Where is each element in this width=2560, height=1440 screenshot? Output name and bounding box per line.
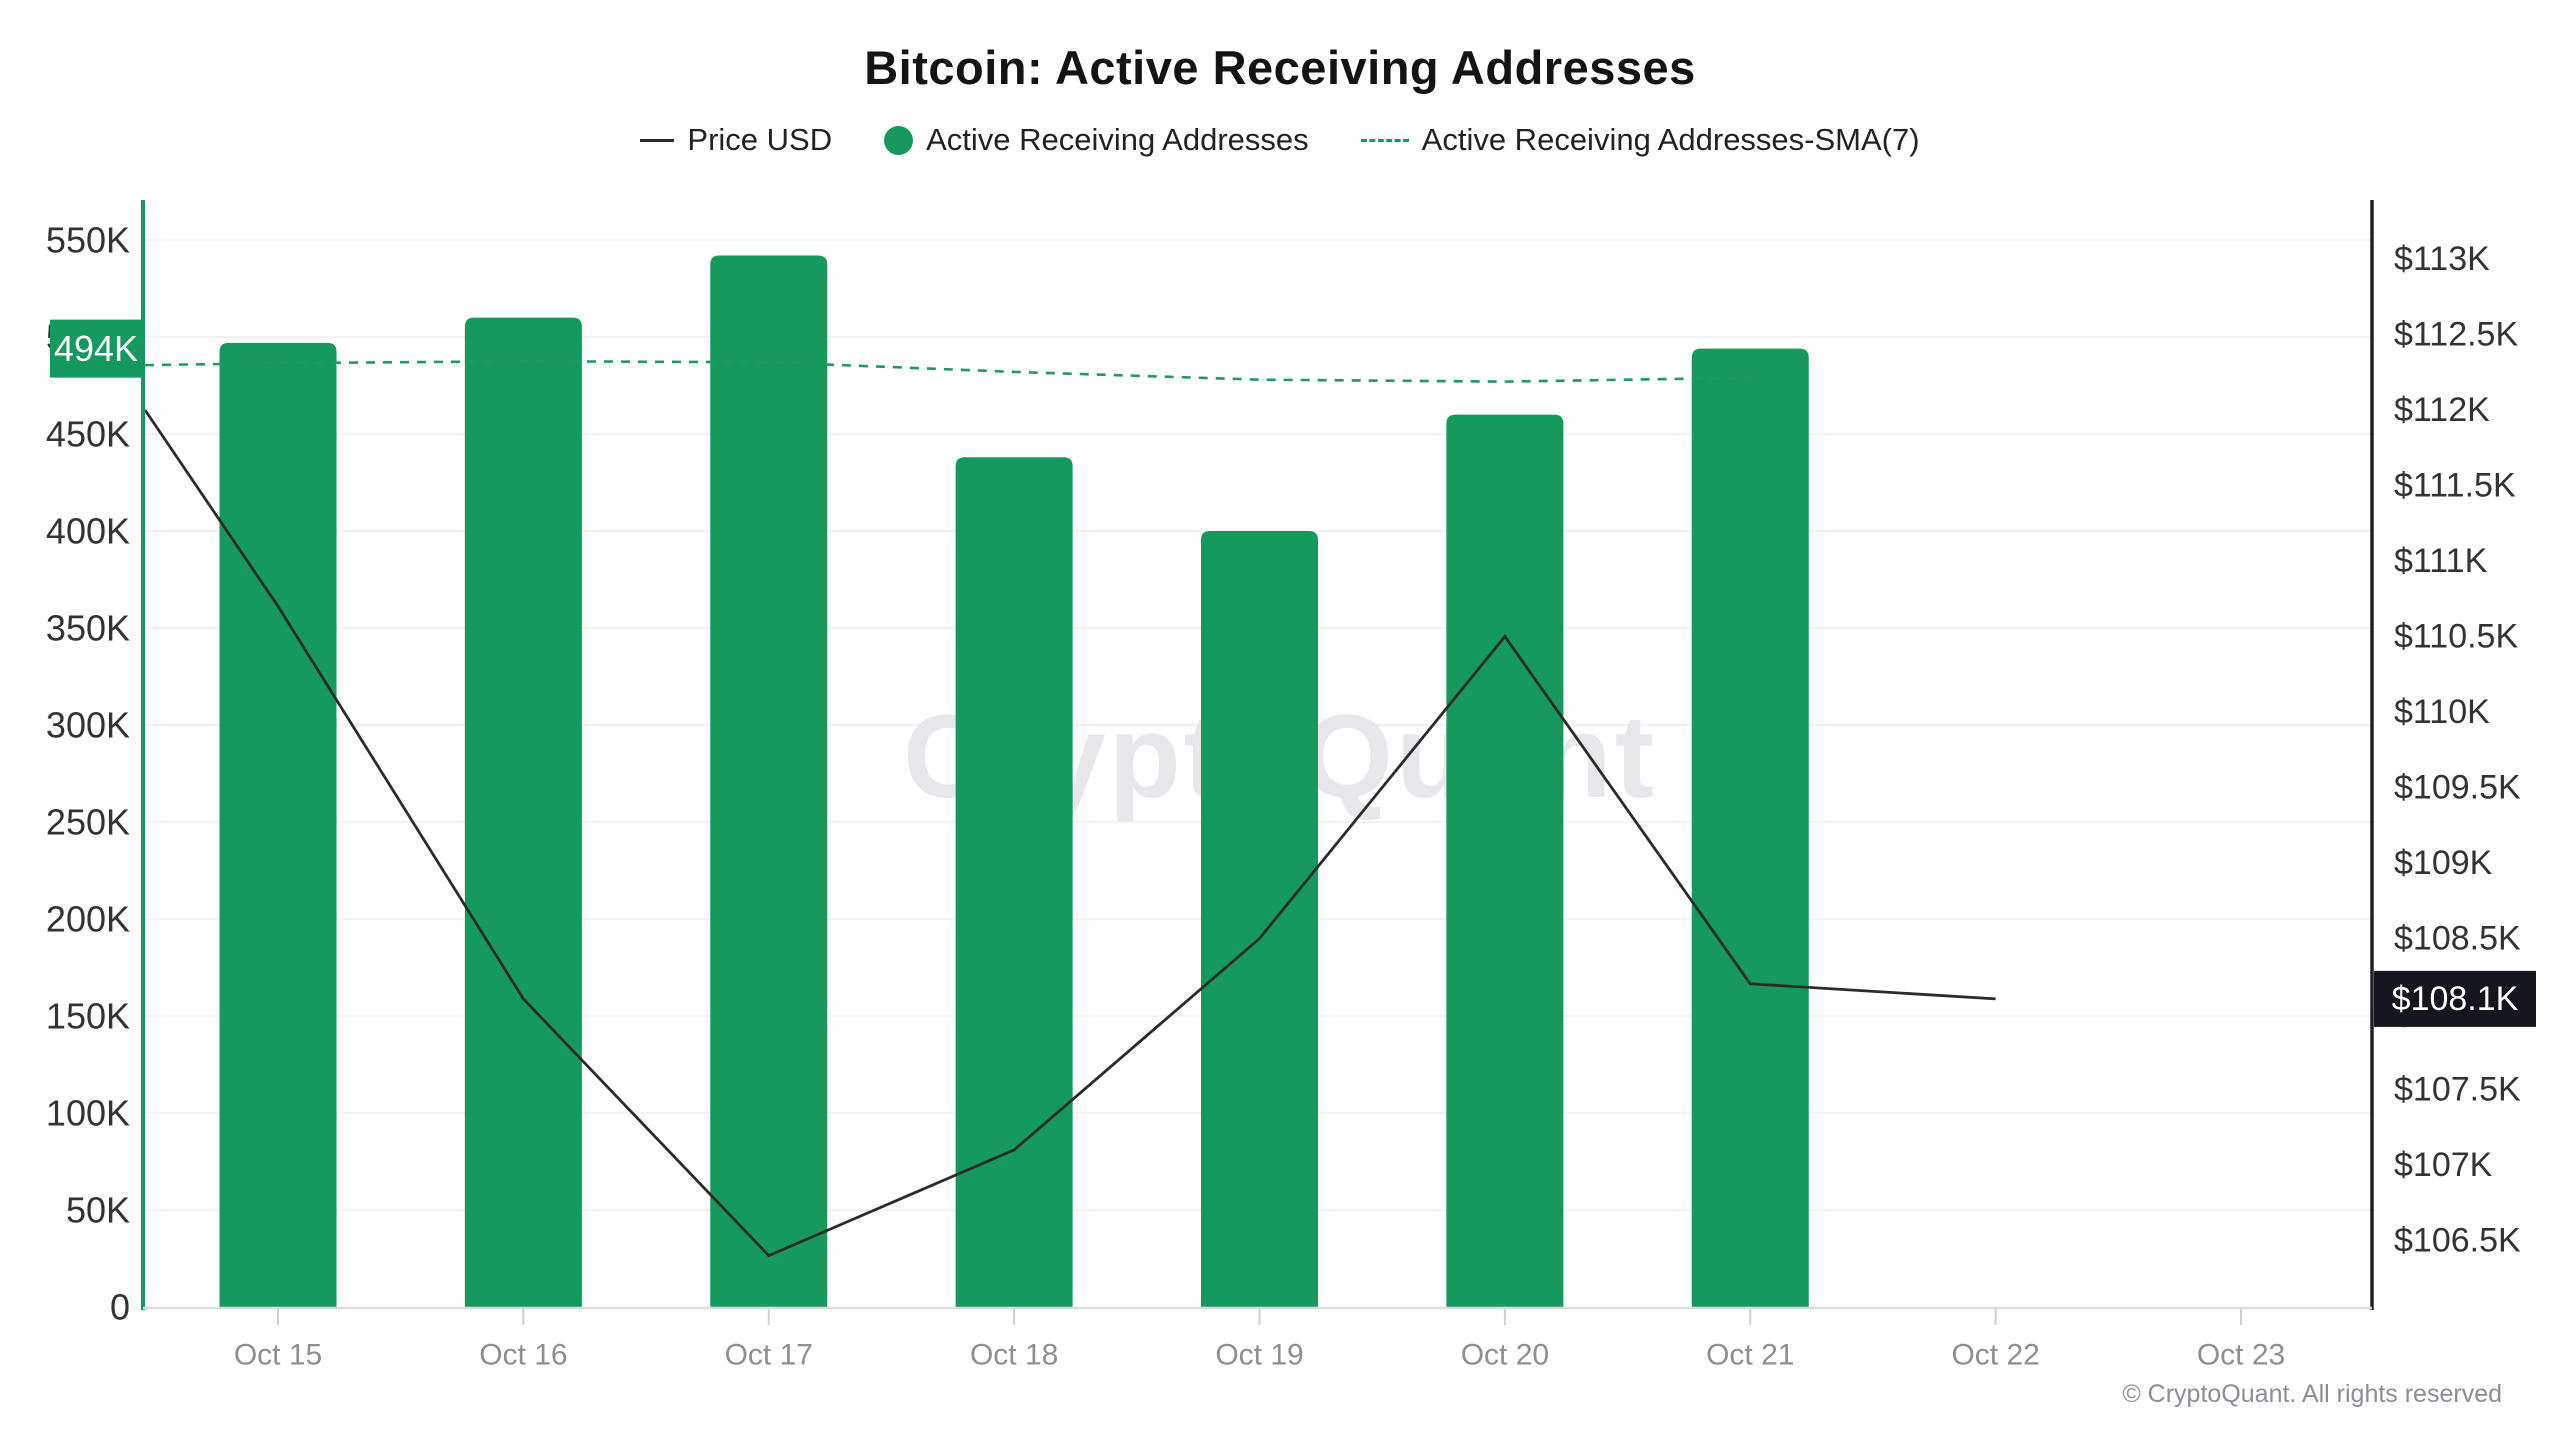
x-axis-date-label: Oct 22: [1951, 1339, 2039, 1372]
dashed-line-marker-icon: [1360, 138, 1409, 142]
right-axis-tick-label: $107.5K: [2394, 1071, 2521, 1109]
sma-line[interactable]: [144, 359, 1751, 383]
legend-label-sma7: Active Receiving Addresses-SMA(7): [1421, 122, 1920, 157]
left-axis-tick-label: 450K: [46, 414, 130, 455]
right-axis-tick-label: $110.5K: [2394, 618, 2518, 656]
bar-oct-15[interactable]: [219, 342, 337, 1307]
bar-oct-21[interactable]: [1691, 348, 1809, 1307]
right-current-value-badge: [2374, 970, 2536, 1027]
right-axis-tick-label: $111K: [2394, 542, 2488, 580]
chart-title: Bitcoin: Active Receiving Addresses: [864, 41, 1696, 94]
x-axis-date-label: Oct 20: [1461, 1339, 1549, 1372]
legend-label-price-usd: Price USD: [687, 122, 833, 157]
left-axis-tick-label: 100K: [46, 1093, 130, 1134]
bar-oct-18[interactable]: [955, 457, 1073, 1307]
x-axis-date-label: Oct 15: [234, 1339, 322, 1372]
right-axis-tick-label: $108.5K: [2394, 920, 2521, 958]
left-axis-tick-label: 0: [110, 1287, 130, 1328]
right-current-value-label: $108.1K: [2392, 980, 2519, 1018]
bar-oct-20[interactable]: [1446, 414, 1564, 1308]
x-axis-date-label: Oct 19: [1215, 1339, 1303, 1372]
left-axis-tick-label: 250K: [46, 802, 130, 843]
x-axis-date-label: Oct 16: [479, 1339, 567, 1372]
left-axis-tick-label: 150K: [46, 996, 130, 1037]
left-axis-tick-label: 50K: [66, 1190, 130, 1231]
left-current-value-label: 494K: [54, 328, 138, 369]
right-axis-tick-label: $109K: [2394, 844, 2493, 882]
right-axis-tick-label: $109.5K: [2394, 769, 2521, 807]
bar-oct-16[interactable]: [464, 317, 582, 1308]
left-axis-tick-label: 550K: [46, 220, 130, 261]
x-axis-date-label: Oct 18: [970, 1339, 1058, 1372]
x-axis-date-label: Oct 23: [2197, 1339, 2285, 1372]
right-axis-tick-label: $110K: [2394, 693, 2490, 731]
right-axis-tick-label: $107K: [2394, 1146, 2493, 1184]
copyright-attribution: © CryptoQuant. All rights reserved: [2122, 1380, 2502, 1408]
bar-oct-17[interactable]: [710, 255, 828, 1307]
legend: Price USD Active Receiving Addresses Act…: [0, 122, 2560, 158]
left-axis-tick-label: 350K: [46, 608, 130, 649]
dot-marker-icon: [884, 125, 914, 155]
bar-oct-19[interactable]: [1201, 531, 1318, 1307]
left-axis-tick-label: 400K: [46, 511, 130, 552]
left-axis-tick-label: 300K: [46, 705, 130, 746]
right-axis-tick-label: $112K: [2394, 391, 2490, 429]
left-current-value-badge: [50, 319, 143, 378]
legend-item-price-usd[interactable]: Price USD: [640, 122, 832, 158]
legend-item-sma7[interactable]: Active Receiving Addresses-SMA(7): [1360, 122, 1920, 158]
legend-item-active-receiving-addresses[interactable]: Active Receiving Addresses: [884, 122, 1309, 158]
legend-label-active-receiving-addresses: Active Receiving Addresses: [926, 122, 1309, 157]
right-axis-tick-label: $112.5K: [2394, 316, 2518, 354]
right-axis-tick-label: $111.5K: [2394, 467, 2516, 505]
right-axis-tick-label: $106.5K: [2394, 1222, 2521, 1260]
right-axis-tick-label: $113K: [2394, 240, 2490, 278]
x-axis-date-label: Oct 21: [1706, 1339, 1794, 1372]
solid-line-marker-icon: [640, 138, 675, 142]
x-axis-date-label: Oct 17: [725, 1339, 813, 1372]
price-line[interactable]: [143, 409, 1996, 1258]
left-axis-tick-label: 200K: [46, 899, 130, 940]
